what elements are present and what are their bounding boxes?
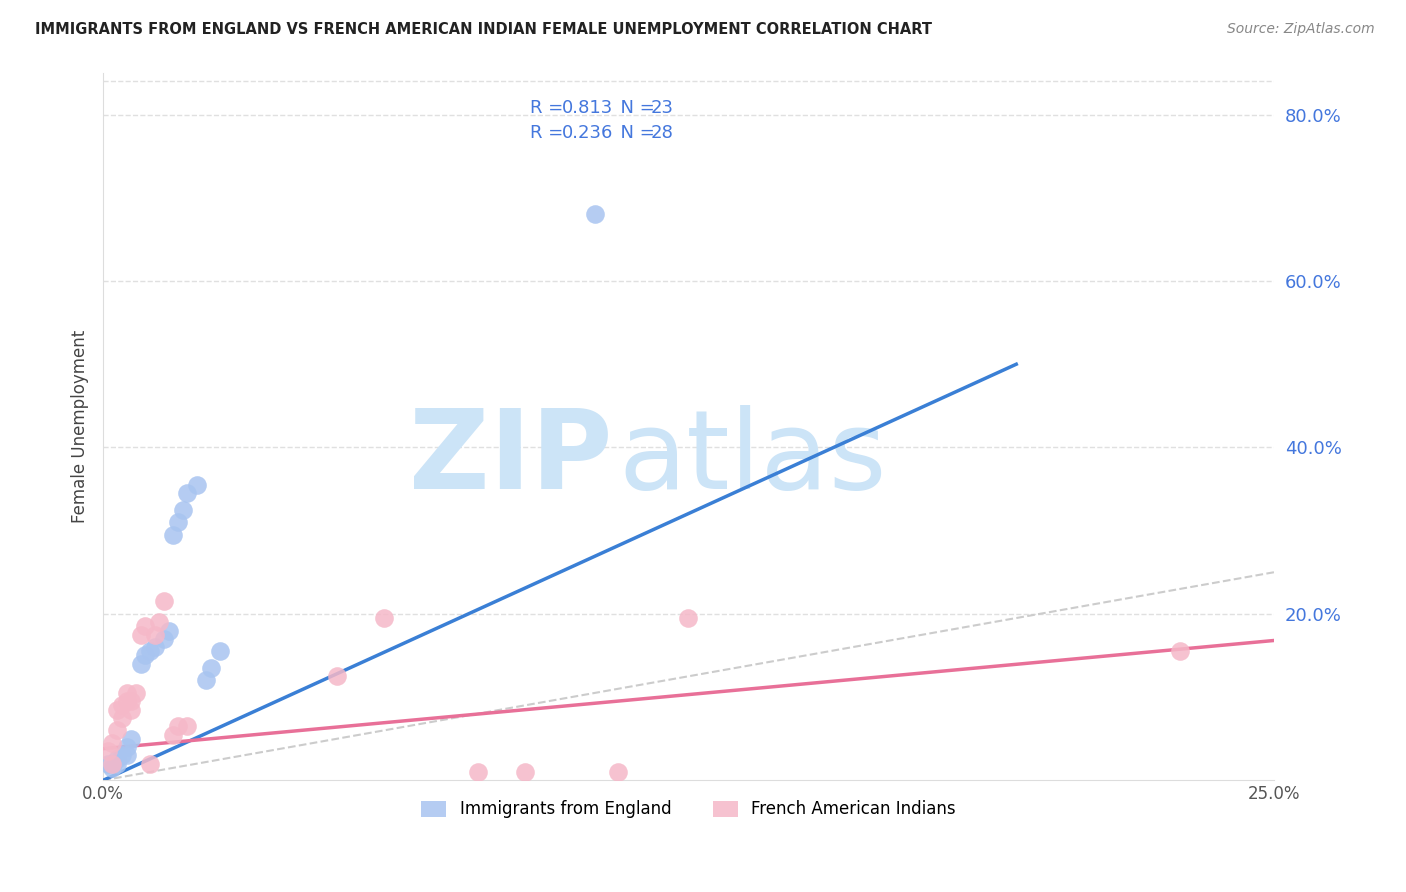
Text: 0.813: 0.813 [562, 99, 613, 118]
Point [153, 594, 176, 608]
Point [176, 719, 198, 733]
Point [326, 669, 349, 683]
Point [139, 644, 162, 658]
Text: Source: ZipAtlas.com: Source: ZipAtlas.com [1227, 22, 1375, 37]
Text: ZIP: ZIP [409, 405, 613, 512]
Point [153, 632, 176, 646]
Point [186, 478, 208, 492]
Legend: Immigrants from England, French American Indians: Immigrants from England, French American… [415, 794, 963, 825]
Point [513, 764, 536, 779]
Point [172, 503, 194, 517]
Point [373, 611, 395, 625]
Text: N =: N = [609, 99, 661, 118]
Point [115, 686, 138, 700]
Point [200, 661, 222, 675]
Point [101, 736, 124, 750]
Point [105, 752, 128, 766]
Text: atlas: atlas [619, 405, 887, 512]
Point [1168, 644, 1191, 658]
Point [143, 628, 166, 642]
Point [162, 727, 184, 741]
Point [111, 748, 134, 763]
Point [125, 686, 148, 700]
Point [139, 756, 162, 771]
Point [105, 702, 128, 716]
Point [101, 756, 124, 771]
Point [134, 619, 156, 633]
Text: N =: N = [609, 124, 661, 142]
Point [129, 628, 152, 642]
Point [129, 657, 152, 671]
Point [607, 764, 630, 779]
Point [111, 698, 134, 713]
Text: R =: R = [530, 99, 569, 118]
Point [157, 624, 180, 638]
Point [209, 644, 232, 658]
Point [120, 694, 142, 708]
Point [167, 516, 190, 530]
Point [101, 761, 124, 775]
Text: 0.236: 0.236 [562, 124, 613, 142]
Point [176, 486, 198, 500]
Point [115, 739, 138, 754]
Point [195, 673, 218, 688]
Point [105, 723, 128, 738]
Point [97, 756, 120, 771]
Point [583, 207, 606, 221]
Text: R =: R = [530, 124, 569, 142]
Point [148, 615, 170, 630]
Point [115, 748, 138, 763]
Point [115, 694, 138, 708]
Point [111, 711, 134, 725]
Point [97, 744, 120, 758]
Point [105, 756, 128, 771]
Text: 23: 23 [651, 99, 673, 118]
Text: 28: 28 [651, 124, 673, 142]
Point [167, 719, 190, 733]
Y-axis label: Female Unemployment: Female Unemployment [72, 330, 89, 524]
Point [120, 702, 142, 716]
Point [467, 764, 489, 779]
Point [134, 648, 156, 663]
Point [143, 640, 166, 655]
Text: IMMIGRANTS FROM ENGLAND VS FRENCH AMERICAN INDIAN FEMALE UNEMPLOYMENT CORRELATIO: IMMIGRANTS FROM ENGLAND VS FRENCH AMERIC… [35, 22, 932, 37]
Point [678, 611, 700, 625]
Point [120, 731, 142, 746]
Point [162, 528, 184, 542]
